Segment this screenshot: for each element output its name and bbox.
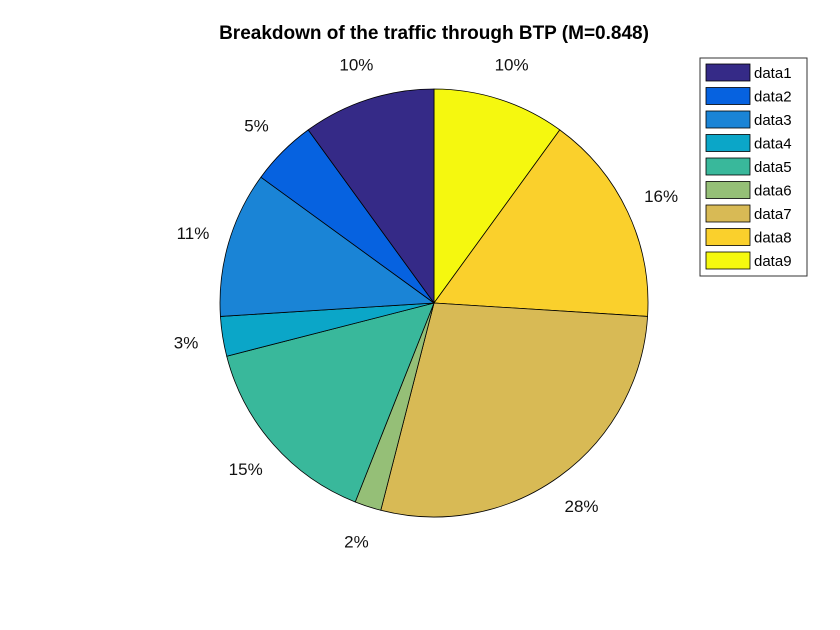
pie-slice-data3 [219, 176, 435, 317]
pie-slice-data9 [433, 88, 561, 304]
legend-swatch-data5 [705, 157, 751, 176]
legend-swatch-data6 [705, 181, 751, 199]
legend-label-data6: data6 [754, 183, 792, 200]
legend-label-data3: data3 [754, 112, 792, 129]
legend-label-data4: data4 [754, 136, 792, 153]
pie-slice-data8 [433, 129, 649, 317]
pie-slice-data7 [380, 302, 648, 518]
legend-label-data2: data2 [754, 89, 792, 106]
slice-label-data3: 11% [177, 224, 210, 243]
legend-swatch-data3 [705, 110, 751, 129]
slice-label-data6: 2% [344, 533, 369, 552]
legend-label-data8: data8 [754, 230, 792, 247]
slice-label-data2: 5% [244, 117, 269, 136]
slice-label-data4: 3% [174, 333, 199, 352]
chart-title: Breakdown of the traffic through BTP (M=… [219, 23, 649, 44]
legend-swatch-data9 [705, 251, 751, 270]
pie-labels: 10% 16% 28% 2% 15% 3% 11% 5% 10% [174, 55, 678, 551]
slice-label-data8: 16% [644, 187, 678, 206]
pie-slices [219, 88, 649, 518]
legend-swatch-data1 [705, 63, 751, 82]
legend-label-data9: data9 [754, 253, 792, 270]
legend-swatch-data4 [705, 134, 751, 152]
legend-swatch-data8 [705, 228, 751, 246]
legend-label-data7: data7 [754, 206, 792, 223]
legend-label-data1: data1 [754, 65, 792, 82]
slice-label-data1: 10% [339, 55, 373, 74]
pie-slice-data1 [307, 88, 435, 304]
slice-label-data5: 15% [229, 460, 263, 479]
legend-swatch-data7 [705, 204, 751, 223]
pie-slice-data5 [226, 302, 435, 503]
slice-label-data9: 10% [495, 55, 529, 74]
legend-label-data5: data5 [754, 159, 792, 176]
legend-swatch-data2 [705, 87, 751, 105]
legend: data1 data2 data3 data4 data5 data6 data7 data8… [699, 57, 808, 277]
slice-label-data7: 28% [564, 497, 598, 516]
